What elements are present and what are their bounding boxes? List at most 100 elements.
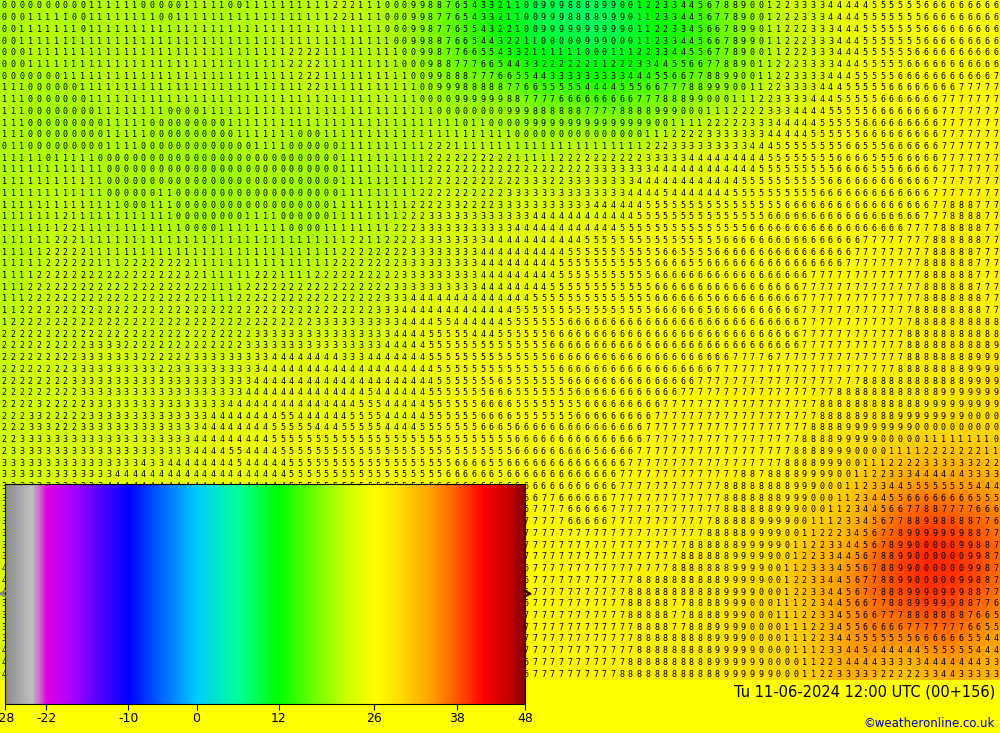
Text: 4: 4 [150,576,155,585]
Text: 9: 9 [906,588,911,597]
Text: 2: 2 [71,224,76,233]
Text: 6: 6 [689,342,694,350]
Text: 1: 1 [376,142,381,151]
Text: 6: 6 [671,342,676,350]
Text: 2: 2 [915,670,920,679]
Text: 6: 6 [915,130,920,139]
Text: 2: 2 [428,154,433,163]
Text: 1: 1 [984,435,989,444]
Text: 7: 7 [471,60,476,69]
Text: 1: 1 [54,48,59,57]
Text: 0: 0 [776,564,781,573]
Text: 1: 1 [480,130,485,139]
Text: 1: 1 [350,95,355,104]
Text: 4: 4 [671,166,676,174]
Text: 2: 2 [98,306,103,315]
Text: 7: 7 [471,600,476,608]
Text: 0: 0 [306,166,311,174]
Text: 5: 5 [437,471,442,479]
Text: 6: 6 [437,482,442,491]
Text: 2: 2 [11,388,16,397]
Text: 5: 5 [315,564,320,573]
Text: 0: 0 [219,201,224,210]
Text: 7: 7 [854,295,859,303]
Text: 4: 4 [245,412,250,421]
Text: 4: 4 [141,541,146,550]
Text: 7: 7 [811,306,816,315]
Text: 3: 3 [854,517,859,526]
Text: 6: 6 [837,236,842,245]
Text: 0: 0 [602,130,607,139]
Text: 3: 3 [106,377,111,386]
Text: 0: 0 [619,1,624,10]
Text: 8: 8 [758,494,763,503]
Text: 6: 6 [211,670,216,679]
Text: 8: 8 [698,588,702,597]
Text: 5: 5 [915,13,920,22]
Text: 5: 5 [558,283,563,292]
Text: 5: 5 [298,553,302,561]
Text: 6: 6 [637,342,642,350]
Text: 4: 4 [480,259,485,268]
Text: 2: 2 [124,342,129,350]
Text: 4: 4 [941,658,946,667]
Text: 4: 4 [19,635,24,644]
Text: 6: 6 [454,471,459,479]
Text: 1: 1 [106,119,111,128]
Text: 1: 1 [71,48,76,57]
Text: 6: 6 [445,506,450,515]
Text: 1: 1 [28,248,33,257]
Text: 6: 6 [463,529,468,538]
Text: 4: 4 [793,130,798,139]
Text: 0: 0 [463,107,468,116]
Text: 1: 1 [541,154,546,163]
Text: 6: 6 [871,177,876,186]
Text: 4: 4 [271,471,276,479]
Text: 9: 9 [724,670,729,679]
Text: 7: 7 [706,400,711,409]
Text: 1: 1 [367,201,372,210]
Text: 5: 5 [845,119,850,128]
Text: 7: 7 [976,283,981,292]
Text: 3: 3 [132,388,137,397]
Text: 1: 1 [124,236,129,245]
Text: 7: 7 [880,541,885,550]
Text: 1: 1 [732,95,737,104]
Text: 3: 3 [115,424,120,432]
Text: 5: 5 [567,259,572,268]
Text: 2: 2 [454,154,459,163]
Text: 7: 7 [524,529,529,538]
Text: 6: 6 [924,13,929,22]
Text: 3: 3 [437,248,442,257]
Text: 6: 6 [602,435,607,444]
Text: 3: 3 [811,13,816,22]
Text: 7: 7 [645,482,650,491]
Text: 7: 7 [898,271,902,280]
Text: 7: 7 [898,283,902,292]
Text: 1: 1 [37,154,42,163]
Text: 2: 2 [63,259,68,268]
Text: 6: 6 [889,130,894,139]
Text: 5: 5 [280,588,285,597]
Text: 1: 1 [167,236,172,245]
Text: 2: 2 [767,95,772,104]
Text: 3: 3 [11,482,16,491]
Text: 6: 6 [767,224,772,233]
Text: 7: 7 [741,447,746,456]
Text: 1: 1 [115,142,120,151]
Text: 9: 9 [724,635,729,644]
Text: 4: 4 [767,130,772,139]
Text: 8: 8 [663,623,668,632]
Text: 6: 6 [663,259,668,268]
Text: 1: 1 [306,119,311,128]
Text: 1: 1 [567,142,572,151]
Text: 6: 6 [958,48,963,57]
Text: 3: 3 [124,353,129,362]
Text: 5: 5 [950,482,955,491]
Text: 5: 5 [593,236,598,245]
Text: 6: 6 [915,213,920,221]
Text: 8: 8 [950,236,955,245]
Text: 1: 1 [298,236,302,245]
Text: 6: 6 [828,248,833,257]
Text: 7: 7 [680,506,685,515]
